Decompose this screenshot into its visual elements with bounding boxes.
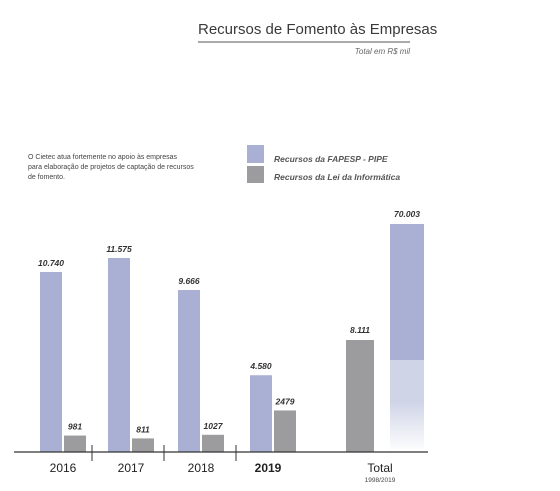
value-label-fapesp-2018: 9.666 xyxy=(178,276,200,286)
bar-lei-informatica-2018 xyxy=(202,434,224,452)
bar-fapesp-Total xyxy=(390,224,424,360)
value-label-fapesp-2016: 10.740 xyxy=(38,258,64,268)
value-label-fapesp-Total: 70.003 xyxy=(394,209,420,219)
bar-lei-informatica-2017 xyxy=(132,438,154,452)
bar-fapesp-2016 xyxy=(40,271,62,452)
value-label-lei-informatica-2018: 1027 xyxy=(204,421,224,431)
legend-swatch-lei-informatica xyxy=(247,166,264,183)
chart-title: Recursos de Fomento às Empresas xyxy=(198,21,437,38)
x-tick-sublabel-Total: 1998/2019 xyxy=(365,477,396,484)
bar-fapesp-2018 xyxy=(178,289,200,452)
value-label-fapesp-2017: 11.575 xyxy=(106,244,132,254)
value-label-fapesp-2019: 4.580 xyxy=(249,361,272,371)
value-labels-group: 10.740 981 11.575 811 9.666 1027 4.580 2479 8.11… xyxy=(38,209,420,434)
legend-swatch-fapesp xyxy=(247,145,264,163)
note-line-3: de fomento. xyxy=(28,174,65,181)
x-tick-label-2019: 2019 xyxy=(255,461,282,475)
x-tick-label-2016: 2016 xyxy=(50,461,77,475)
x-tick-label-2017: 2017 xyxy=(118,461,145,475)
bar-lei-informatica-Total xyxy=(346,340,374,452)
bar-fapesp-Total-fade xyxy=(390,360,424,452)
value-label-lei-informatica-2019: 2479 xyxy=(275,396,295,406)
value-label-lei-informatica-Total: 8.111 xyxy=(350,325,370,335)
note-line-2: para elaboração de projetos de captação … xyxy=(28,164,194,171)
legend: Recursos da FAPESP - PIPE Recursos da Lei… xyxy=(247,145,400,183)
bar-lei-informatica-2019 xyxy=(274,410,296,452)
value-label-lei-informatica-2016: 981 xyxy=(68,422,82,432)
note-line-1: O Cietec atua fortemente no apoio às emp… xyxy=(28,154,178,161)
bars-group xyxy=(40,224,424,452)
legend-label-fapesp: Recursos da FAPESP - PIPE xyxy=(274,154,388,164)
x-tick-label-Total: Total xyxy=(367,461,392,475)
x-axis: 2016 2017 2018 2019 Total 1998/2019 xyxy=(50,445,396,484)
value-label-lei-informatica-2017: 811 xyxy=(136,424,150,434)
bar-fapesp-2017 xyxy=(108,258,130,452)
bar-fapesp-2019 xyxy=(250,375,272,452)
chart-subtitle: Total em R$ mil xyxy=(355,47,411,56)
bar-lei-informatica-2016 xyxy=(64,435,86,452)
legend-label-lei-informatica: Recursos da Lei da Informática xyxy=(274,172,400,182)
x-tick-label-2018: 2018 xyxy=(188,461,215,475)
